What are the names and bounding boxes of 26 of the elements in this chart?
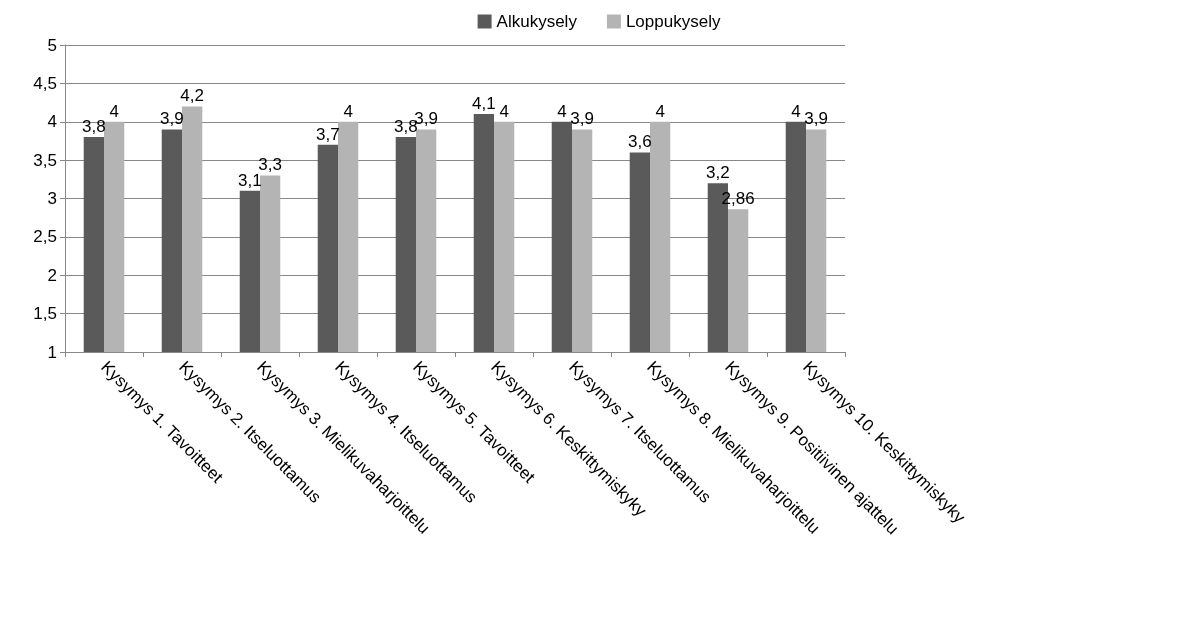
data-label: 4 [655,101,665,121]
legend-label: Loppukysely [625,12,721,31]
data-label: 3,9 [804,109,828,129]
data-label: 3,9 [570,109,594,129]
y-tick-label: 3,5 [33,150,57,170]
data-label: 3,8 [82,117,106,137]
data-label: 4,1 [472,94,496,114]
data-label: 3,7 [316,124,340,144]
data-label: 4,2 [180,86,204,106]
data-label: 4 [791,101,801,121]
y-tick-label: 1 [47,342,57,362]
y-tick-label: 2 [47,265,57,285]
data-label: 3,6 [628,132,652,152]
data-label: 4 [109,101,119,121]
data-label: 3,9 [160,109,184,129]
legend-label: Alkukysely [496,12,578,31]
y-tick-label: 2,5 [33,227,57,247]
y-tick-label: 3 [47,189,57,208]
data-label: 4 [499,101,509,121]
y-tick-label: 4 [47,112,57,132]
y-tick-label: 5 [47,35,57,55]
y-tick-label: 4,5 [33,73,57,93]
y-tick-label: 1,5 [33,304,57,324]
data-label: 4 [343,101,353,121]
data-label: 3,2 [706,163,730,183]
data-label: 4 [557,101,567,121]
